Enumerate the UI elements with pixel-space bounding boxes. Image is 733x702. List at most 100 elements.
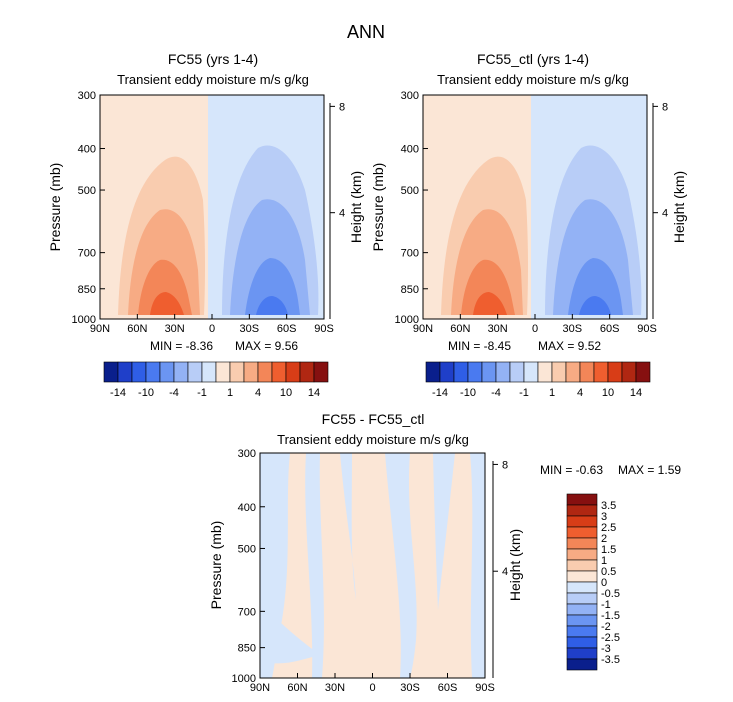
colorbar-swatch bbox=[145, 361, 161, 383]
colorbar-swatch bbox=[566, 647, 598, 660]
height-tick-label: 4 bbox=[502, 566, 508, 578]
colorbar-swatch bbox=[467, 361, 483, 383]
max-value: MAX = 9.52 bbox=[538, 339, 601, 353]
colorbar-label: -1 bbox=[519, 387, 529, 399]
colorbar-swatch bbox=[523, 361, 539, 383]
x-tick-label: 30N bbox=[488, 323, 508, 335]
colorbar-swatch bbox=[566, 658, 598, 671]
y-tick-label: 1000 bbox=[72, 314, 96, 326]
x-tick-label: 60S bbox=[438, 682, 458, 694]
y-axis-label: Pressure (mb) bbox=[208, 521, 224, 610]
colorbar-swatch bbox=[579, 361, 595, 383]
contour-neg-b bbox=[305, 453, 324, 678]
colorbar-swatch bbox=[313, 361, 329, 383]
colorbar-label: 10 bbox=[602, 387, 614, 399]
colorbar-label: -10 bbox=[138, 387, 154, 399]
colorbar-label: -2 bbox=[601, 621, 611, 633]
y-tick-label: 300 bbox=[401, 90, 419, 102]
colorbar-swatch bbox=[565, 361, 581, 383]
y-tick-label: 500 bbox=[238, 543, 256, 555]
y-tick-label: 850 bbox=[238, 643, 256, 655]
colorbar-swatch bbox=[566, 515, 598, 528]
panel-subtitle: Transient eddy moisture m/s g/kg bbox=[277, 432, 469, 447]
y-tick-label: 700 bbox=[78, 248, 96, 260]
x-tick-label: 60N bbox=[450, 323, 470, 335]
colorbar-swatch bbox=[187, 361, 203, 383]
y-tick-label: 300 bbox=[78, 90, 96, 102]
colorbar-label: 1 bbox=[601, 555, 607, 567]
height-tick-label: 8 bbox=[502, 459, 508, 471]
colorbar-label: 3 bbox=[601, 511, 607, 523]
colorbar-swatch bbox=[285, 361, 301, 383]
x-tick-label: 0 bbox=[209, 323, 215, 335]
colorbar-swatch bbox=[173, 361, 189, 383]
colorbar-label: -0.5 bbox=[601, 588, 620, 600]
x-tick-label: 90S bbox=[475, 682, 495, 694]
panel-title: FC55 - FC55_ctl bbox=[322, 411, 425, 427]
panel-subtitle: Transient eddy moisture m/s g/kg bbox=[117, 72, 309, 87]
x-tick-label: 30S bbox=[240, 323, 260, 335]
colorbar-swatch bbox=[566, 625, 598, 638]
height-tick-label: 4 bbox=[339, 208, 345, 220]
colorbar-swatch bbox=[566, 614, 598, 627]
colorbar-label: -3 bbox=[601, 643, 611, 655]
colorbar-label: -1 bbox=[601, 599, 611, 611]
colorbar-swatch bbox=[635, 361, 651, 383]
colorbar-label: 4 bbox=[577, 387, 583, 399]
colorbar-swatch bbox=[257, 361, 273, 383]
x-tick-label: 30S bbox=[563, 323, 583, 335]
max-value: MAX = 9.56 bbox=[235, 339, 298, 353]
colorbar-swatch bbox=[566, 603, 598, 616]
colorbar-swatch bbox=[566, 559, 598, 572]
colorbar-swatch bbox=[621, 361, 637, 383]
y-tick-label: 400 bbox=[238, 502, 256, 514]
x-tick-label: 0 bbox=[369, 682, 375, 694]
y-tick-label: 400 bbox=[401, 144, 419, 156]
colorbar-swatch bbox=[566, 592, 598, 605]
colorbar-label: -2.5 bbox=[601, 632, 620, 644]
colorbar-swatch bbox=[131, 361, 147, 383]
panel-title: FC55_ctl (yrs 1-4) bbox=[477, 51, 589, 67]
x-tick-label: 60S bbox=[600, 323, 620, 335]
y-axis-label: Pressure (mb) bbox=[47, 163, 63, 252]
y-tick-label: 300 bbox=[238, 448, 256, 460]
colorbar-swatch bbox=[453, 361, 469, 383]
y2-axis-label: Height (km) bbox=[507, 529, 523, 601]
colorbar-swatch bbox=[481, 361, 497, 383]
contour-pos-3 bbox=[461, 259, 515, 315]
colorbar-label: 4 bbox=[255, 387, 261, 399]
y2-axis-label: Height (km) bbox=[671, 171, 687, 243]
colorbar: -14 -10 -4 -1 1 4 10 14 bbox=[103, 361, 329, 399]
colorbar-label: 0.5 bbox=[601, 566, 616, 578]
colorbar-label: 1 bbox=[549, 387, 555, 399]
colorbar-swatch bbox=[271, 361, 287, 383]
y-axis-label: Pressure (mb) bbox=[370, 163, 386, 252]
colorbar-label: -14 bbox=[110, 387, 126, 399]
colorbar-swatch bbox=[243, 361, 259, 383]
colorbar-label: -1.5 bbox=[601, 610, 620, 622]
contour-pos-3 bbox=[138, 259, 192, 315]
colorbar-label: -4 bbox=[491, 387, 501, 399]
panel-subtitle: Transient eddy moisture m/s g/kg bbox=[437, 72, 629, 87]
colorbar-label: 2.5 bbox=[601, 522, 616, 534]
contour-neg-3 bbox=[245, 258, 300, 315]
colorbar-label: -14 bbox=[432, 387, 448, 399]
x-tick-label: 90S bbox=[314, 323, 334, 335]
colorbar-label: -10 bbox=[460, 387, 476, 399]
colorbar-swatch bbox=[229, 361, 245, 383]
panel-fc55: FC55 (yrs 1-4) Transient eddy moisture m… bbox=[47, 51, 364, 399]
panel-title: FC55 (yrs 1-4) bbox=[168, 51, 258, 67]
colorbar-vertical: 3.532.521.510.50-0.5-1-1.5-2-2.5-3-3.5 bbox=[566, 493, 620, 671]
colorbar: -14 -10 -4 -1 1 4 10 14 bbox=[425, 361, 651, 399]
contour-neg-3 bbox=[568, 258, 623, 315]
colorbar-swatch bbox=[299, 361, 315, 383]
colorbar-swatch bbox=[551, 361, 567, 383]
contour-neg-4 bbox=[579, 296, 611, 315]
panel-fc55-ctl: FC55_ctl (yrs 1-4) Transient eddy moistu… bbox=[370, 51, 687, 399]
colorbar-swatch bbox=[566, 636, 598, 649]
colorbar-swatch bbox=[439, 361, 455, 383]
height-tick-label: 8 bbox=[339, 101, 345, 113]
colorbar-swatch bbox=[566, 581, 598, 594]
colorbar-swatch bbox=[607, 361, 623, 383]
